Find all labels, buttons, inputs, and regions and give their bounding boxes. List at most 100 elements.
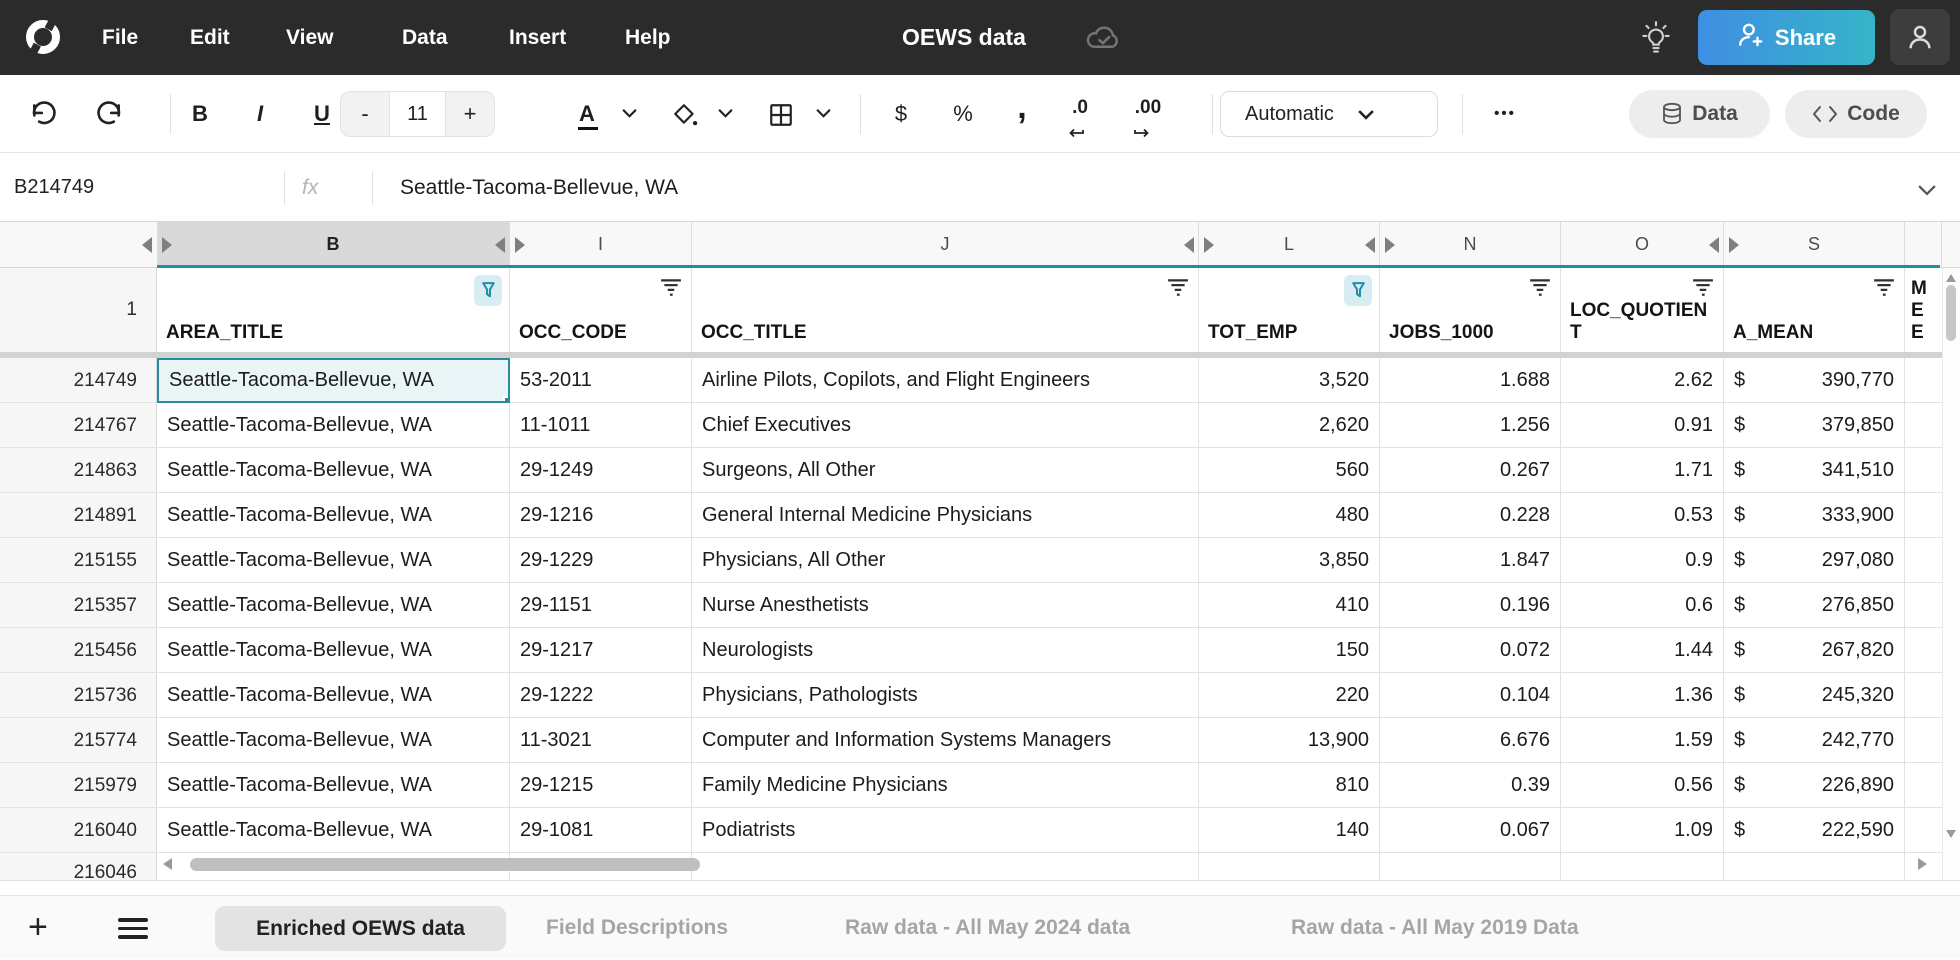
cell-O214749[interactable]: 2.62: [1561, 358, 1724, 403]
row-header-214863[interactable]: 214863: [0, 448, 157, 493]
cell-I214749[interactable]: 53-2011: [510, 358, 692, 403]
row-header-1[interactable]: 1: [0, 268, 157, 352]
cell-S215357[interactable]: $276,850: [1724, 583, 1905, 628]
menu-help[interactable]: Help: [625, 26, 671, 49]
cell-B215357[interactable]: Seattle-Tacoma-Bellevue, WA: [157, 583, 510, 628]
data-panel-button[interactable]: Data: [1629, 90, 1770, 138]
cell-L214767[interactable]: 2,620: [1199, 403, 1380, 448]
hidden-columns-left-arrow[interactable]: [495, 237, 505, 253]
row-header-216040[interactable]: 216040: [0, 808, 157, 853]
tab-field-descriptions[interactable]: Field Descriptions: [546, 916, 729, 939]
cell-N215736[interactable]: 0.104: [1380, 673, 1561, 718]
cell-J215774[interactable]: Computer and Information Systems Manager…: [692, 718, 1199, 763]
cell-I214863[interactable]: 29-1249: [510, 448, 692, 493]
chevron-down-icon[interactable]: [816, 108, 831, 118]
currency-format-button[interactable]: $: [894, 101, 908, 126]
filter-icon[interactable]: [1873, 278, 1895, 301]
cell-O215357[interactable]: 0.6: [1561, 583, 1724, 628]
menu-data[interactable]: Data: [402, 26, 448, 49]
column-header-I[interactable]: I: [510, 222, 692, 267]
increase-decimal-button[interactable]: .00: [1134, 97, 1162, 118]
column-header-O[interactable]: O: [1561, 222, 1724, 267]
cell-O214891[interactable]: 0.53: [1561, 493, 1724, 538]
cell-L214749[interactable]: 3,520: [1199, 358, 1380, 403]
cell-partial-215736[interactable]: [1905, 673, 1942, 718]
cell-S215979[interactable]: $226,890: [1724, 763, 1905, 808]
row-header-215456[interactable]: 215456: [0, 628, 157, 673]
tab-raw-data-may-2019[interactable]: Raw data - All May 2019 Data: [1291, 916, 1579, 939]
cell-J215357[interactable]: Nurse Anesthetists: [692, 583, 1199, 628]
chevron-down-icon[interactable]: [718, 108, 733, 118]
header-cell-loc_quotient[interactable]: LOC_QUOTIENT: [1561, 268, 1724, 352]
cell-S214749[interactable]: $390,770: [1724, 358, 1905, 403]
cell-I215155[interactable]: 29-1229: [510, 538, 692, 583]
italic-button[interactable]: I: [256, 101, 264, 126]
cell-partial-215774[interactable]: [1905, 718, 1942, 763]
cell-N214749[interactable]: 1.688: [1380, 358, 1561, 403]
cell-B214863[interactable]: Seattle-Tacoma-Bellevue, WA: [157, 448, 510, 493]
cell-N215456[interactable]: 0.072: [1380, 628, 1561, 673]
column-header-J[interactable]: J: [692, 222, 1199, 267]
cell-B214891[interactable]: Seattle-Tacoma-Bellevue, WA: [157, 493, 510, 538]
cell-L214891[interactable]: 480: [1199, 493, 1380, 538]
cell-L215357[interactable]: 410: [1199, 583, 1380, 628]
cell-B215456[interactable]: Seattle-Tacoma-Bellevue, WA: [157, 628, 510, 673]
cell-O214767[interactable]: 0.91: [1561, 403, 1724, 448]
cell-S214863[interactable]: $341,510: [1724, 448, 1905, 493]
cell-S216040[interactable]: $222,590: [1724, 808, 1905, 853]
cell-I214767[interactable]: 11-1011: [510, 403, 692, 448]
cell-partial-214863[interactable]: [1905, 448, 1942, 493]
decrease-decimal-button[interactable]: .0: [1072, 97, 1088, 118]
cell-I215774[interactable]: 11-3021: [510, 718, 692, 763]
undo-icon[interactable]: [30, 101, 58, 127]
hidden-columns-right-arrow[interactable]: [1204, 237, 1214, 253]
cell-S214767[interactable]: $379,850: [1724, 403, 1905, 448]
header-cell-occ_title[interactable]: OCC_TITLE: [692, 268, 1199, 352]
cell-O216040[interactable]: 1.09: [1561, 808, 1724, 853]
font-size-value[interactable]: 11: [389, 92, 446, 136]
cell-N215155[interactable]: 1.847: [1380, 538, 1561, 583]
menu-file[interactable]: File: [102, 26, 139, 49]
cell-S215774[interactable]: $242,770: [1724, 718, 1905, 763]
cell-O215456[interactable]: 1.44: [1561, 628, 1724, 673]
scroll-up-arrow[interactable]: [1946, 274, 1956, 282]
percent-format-button[interactable]: %: [953, 101, 973, 126]
cell-I215456[interactable]: 29-1217: [510, 628, 692, 673]
header-cell-area_title[interactable]: AREA_TITLE: [157, 268, 510, 352]
cell-B215155[interactable]: Seattle-Tacoma-Bellevue, WA: [157, 538, 510, 583]
cell-N214767[interactable]: 1.256: [1380, 403, 1561, 448]
row-header-215736[interactable]: 215736: [0, 673, 157, 718]
hidden-columns-right-arrow[interactable]: [515, 237, 525, 253]
header-cell-tot_emp[interactable]: TOT_EMP: [1199, 268, 1380, 352]
row-header-215979[interactable]: 215979: [0, 763, 157, 808]
cell-L215774[interactable]: 13,900: [1199, 718, 1380, 763]
horizontal-scrollbar-thumb[interactable]: [190, 858, 700, 871]
cell-B215736[interactable]: Seattle-Tacoma-Bellevue, WA: [157, 673, 510, 718]
header-cell-occ_code[interactable]: OCC_CODE: [510, 268, 692, 352]
filter-icon[interactable]: [1167, 278, 1189, 301]
column-header-S[interactable]: S: [1724, 222, 1905, 267]
comma-format-button[interactable]: ,: [1017, 88, 1027, 126]
vertical-scrollbar-track[interactable]: [1942, 268, 1960, 880]
column-header-B[interactable]: B: [157, 222, 510, 267]
row-header-215774[interactable]: 215774: [0, 718, 157, 763]
cell-O216046[interactable]: [1561, 853, 1724, 880]
cell-N215979[interactable]: 0.39: [1380, 763, 1561, 808]
hidden-columns-right-arrow[interactable]: [1729, 237, 1739, 253]
vertical-scrollbar-thumb[interactable]: [1946, 285, 1956, 341]
text-color-button[interactable]: A: [579, 101, 595, 126]
row-header-216046[interactable]: 216046: [0, 853, 157, 880]
cell-B214749[interactable]: Seattle-Tacoma-Bellevue, WA: [157, 358, 510, 403]
code-panel-button[interactable]: Code: [1785, 90, 1927, 138]
cell-O215979[interactable]: 0.56: [1561, 763, 1724, 808]
cell-partial-215456[interactable]: [1905, 628, 1942, 673]
cell-B214767[interactable]: Seattle-Tacoma-Bellevue, WA: [157, 403, 510, 448]
row-header-214767[interactable]: 214767: [0, 403, 157, 448]
cell-L214863[interactable]: 560: [1199, 448, 1380, 493]
sheet-list-icon[interactable]: [118, 918, 148, 939]
hidden-columns-left-arrow[interactable]: [1365, 237, 1375, 253]
cell-I216040[interactable]: 29-1081: [510, 808, 692, 853]
tab-enriched-oews-data[interactable]: Enriched OEWS data: [215, 906, 506, 951]
cell-S215155[interactable]: $297,080: [1724, 538, 1905, 583]
cell-J214749[interactable]: Airline Pilots, Copilots, and Flight Eng…: [692, 358, 1199, 403]
